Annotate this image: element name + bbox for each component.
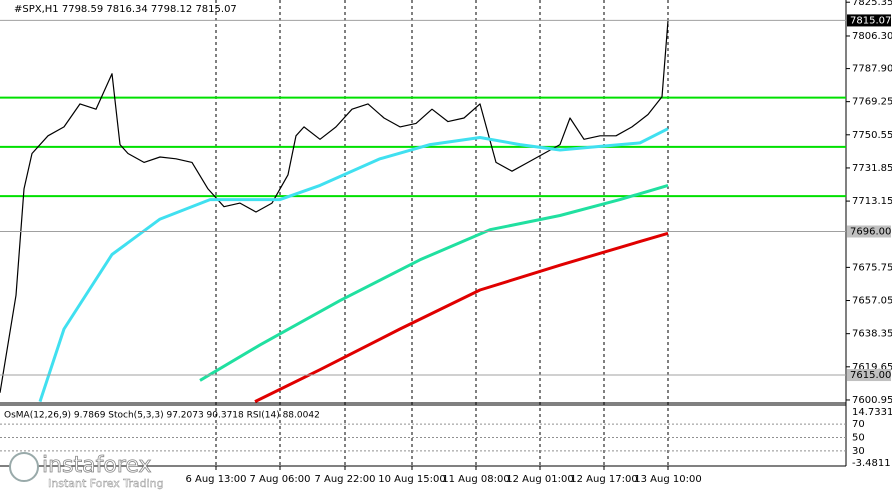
y-tick-label: 7731.85 — [852, 163, 892, 174]
sub-y2-label: -3.4811 — [852, 458, 891, 469]
y-tick-label: 7600.95 — [852, 395, 892, 406]
chart-title: #SPX,H1 7798.59 7816.34 7798.12 7815.07 — [14, 4, 237, 15]
sub-tick-label: 30 — [852, 446, 865, 457]
price-label-box — [847, 369, 891, 382]
price-label: 7615.00 — [850, 370, 891, 381]
logo: instaforex Instant Forex Trading — [9, 452, 164, 490]
y-tick-label: 7675.75 — [852, 262, 892, 273]
watermark: instaforex — [42, 453, 152, 478]
series-line — [38, 127, 669, 403]
y-tick-label: 7750.55 — [852, 130, 892, 141]
sub-y2-label: 14.7331 — [852, 407, 892, 418]
y-tick-label: 7787.90 — [852, 64, 892, 75]
x-tick-label: 12 Aug 01:00 — [506, 474, 573, 485]
sub-tick-label: 50 — [852, 433, 865, 444]
price-label: 7696.00 — [850, 226, 891, 237]
x-tick-label: 6 Aug 13:00 — [185, 474, 246, 485]
y-tick-label: 7825.35 — [852, 0, 892, 8]
x-tick-label: 7 Aug 06:00 — [249, 474, 310, 485]
y-tick-label: 7806.30 — [852, 31, 892, 42]
y-tick-label: 7638.35 — [852, 329, 892, 340]
series-line — [0, 20, 669, 393]
y-tick-label: 7713.15 — [852, 196, 892, 207]
watermark-sub: Instant Forex Trading — [48, 477, 164, 490]
price-label: 7815.07 — [850, 15, 891, 26]
x-tick-label: 7 Aug 22:00 — [314, 474, 375, 485]
series-line — [254, 231, 669, 403]
logo-icon — [9, 452, 39, 482]
series-line — [199, 183, 669, 382]
x-tick-label: 10 Aug 15:00 — [378, 474, 445, 485]
sub-tick-label: 70 — [852, 419, 865, 430]
y-tick-label: 7769.25 — [852, 97, 892, 108]
x-tick-label: 11 Aug 08:00 — [442, 474, 509, 485]
y-tick-label: 7657.05 — [852, 296, 892, 307]
indicator-label: OsMA(12,26,9) 9.7869 Stoch(5,3,3) 97.207… — [4, 411, 320, 421]
x-tick-label: 12 Aug 17:00 — [570, 474, 637, 485]
price-label-box — [847, 14, 891, 27]
y-tick-label: 7619.65 — [852, 362, 892, 373]
x-tick-label: 13 Aug 10:00 — [634, 474, 701, 485]
price-label-box — [847, 225, 891, 238]
